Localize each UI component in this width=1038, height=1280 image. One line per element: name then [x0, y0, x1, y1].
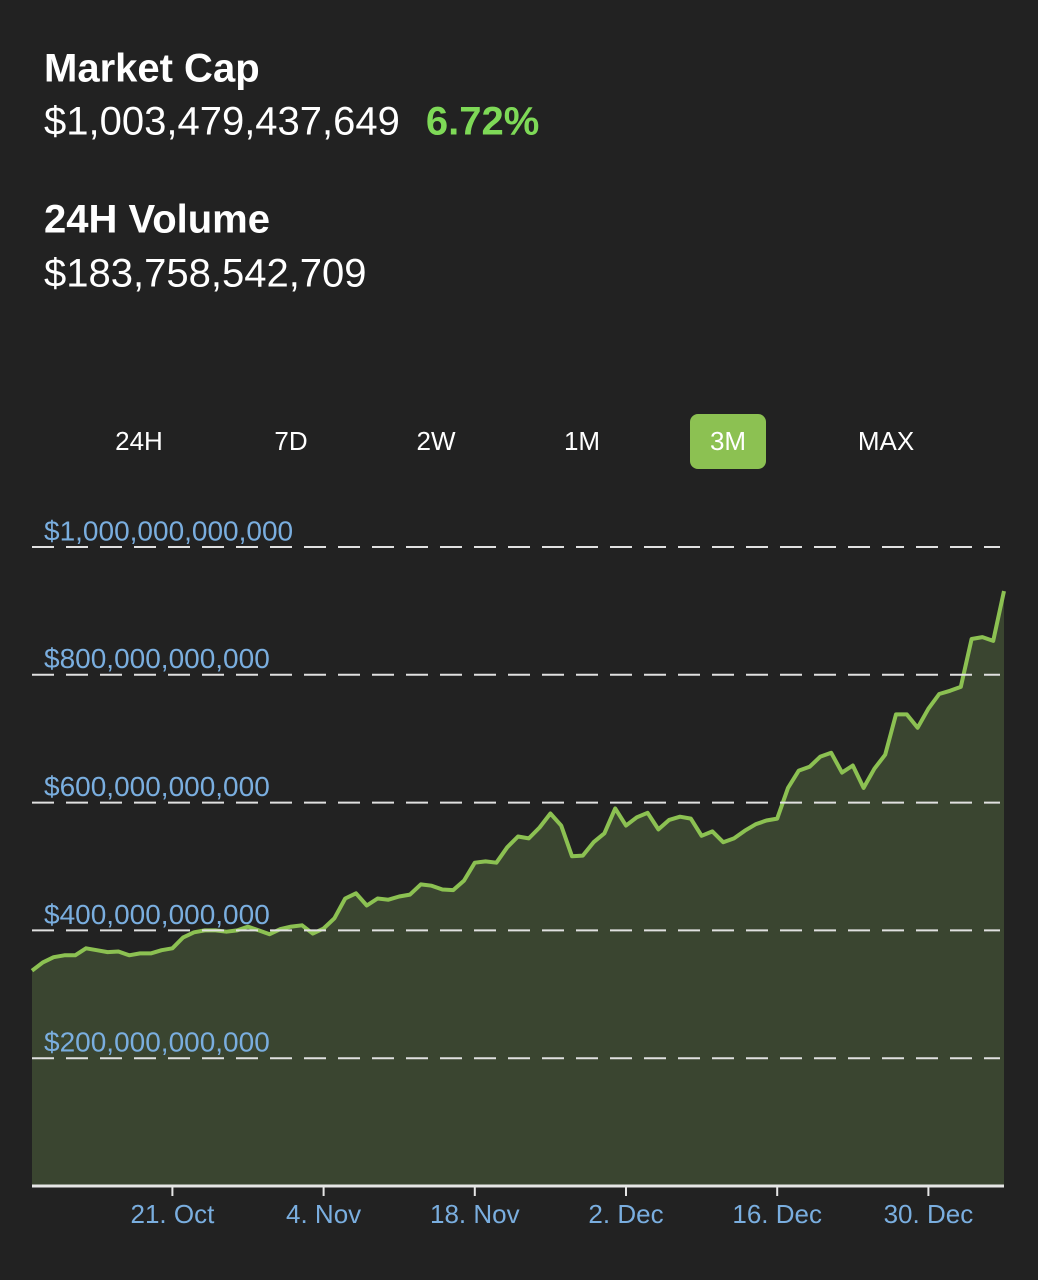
x-tick-label: 21. Oct [130, 1199, 215, 1229]
tab[interactable]: MAX [858, 426, 914, 456]
y-tick-label: $1,000,000,000,000 [44, 515, 293, 546]
tab-active-background[interactable] [690, 414, 766, 469]
tab-bar: 24H 7D 2W 1M 3M MAX [115, 414, 914, 469]
chart: $200,000,000,000 $400,000,000,000 $600,000… [30, 515, 1006, 1229]
market-cap-change: 6.72% [426, 100, 539, 144]
y-tick-label: $800,000,000,000 [44, 643, 270, 674]
y-tick-label: $200,000,000,000 [44, 1027, 270, 1058]
x-tick-label: 2. Dec [588, 1199, 663, 1229]
tab[interactable]: 2W [417, 426, 456, 456]
y-tick-label: $600,000,000,000 [44, 771, 270, 802]
y-tick-label: $400,000,000,000 [44, 899, 270, 930]
tab[interactable]: 7D [274, 426, 307, 456]
volume-value: $183,758,542,709 [44, 252, 367, 296]
line [30, 590, 1006, 973]
x-tick-label: 4. Nov [286, 1199, 361, 1229]
x-tick-label: 18. Nov [430, 1199, 520, 1229]
market-cap-label: Market Cap [44, 47, 260, 91]
market-cap-value: $1,003,479,437,649 [44, 100, 400, 144]
x-tick-label: 30. Dec [884, 1199, 974, 1229]
tab[interactable]: 3M [710, 426, 746, 456]
tab[interactable]: 24H [115, 426, 163, 456]
x-tick-label: 16. Dec [732, 1199, 822, 1229]
area [32, 591, 1004, 1186]
volume-label: 24H Volume [44, 198, 270, 242]
tab[interactable]: 1M [564, 426, 600, 456]
